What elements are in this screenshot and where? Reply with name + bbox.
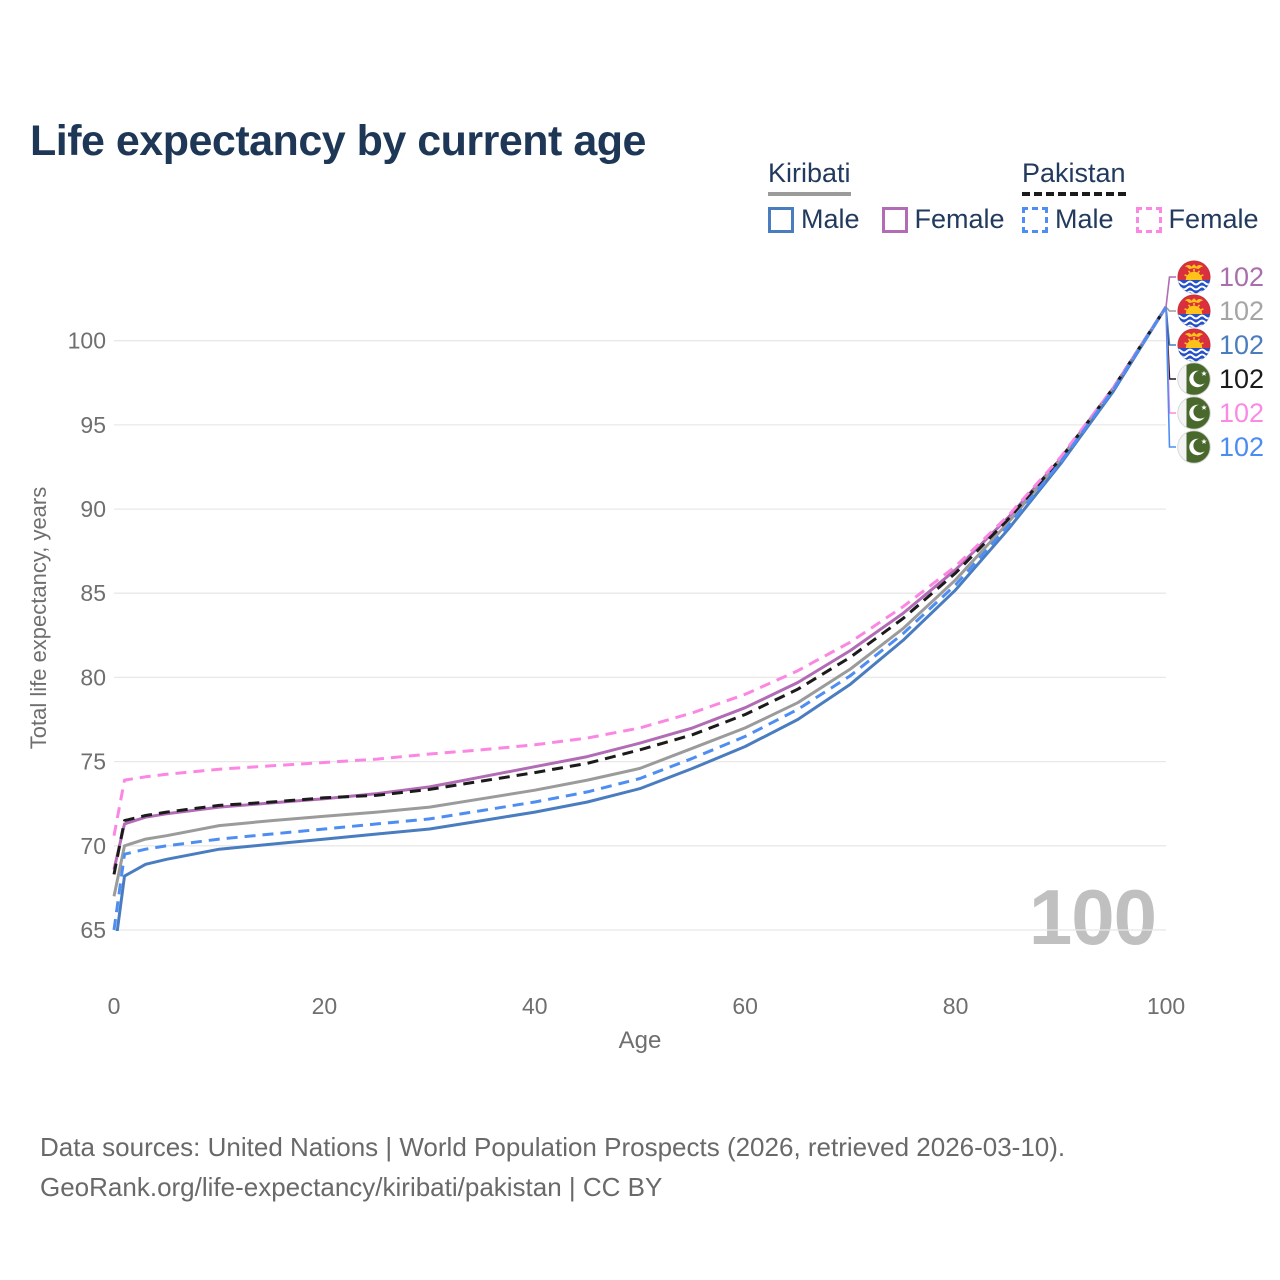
pakistan-flag-icon — [1177, 430, 1211, 464]
hover-age-watermark: 100 — [1028, 873, 1157, 961]
end-label-row-pakistan-both: 102 — [1177, 362, 1264, 396]
chart-title: Life expectancy by current age — [30, 116, 646, 165]
end-label-row-pakistan-female: 102 — [1177, 396, 1264, 430]
series-line-kiribati-female[interactable] — [112, 306, 1168, 870]
legend-label-pakistan-male: Male — [1055, 204, 1114, 234]
x-tick-label-60: 60 — [732, 993, 758, 1019]
y-tick-label-80: 80 — [80, 664, 106, 690]
legend-label-kiribati-female: Female — [914, 204, 1005, 234]
end-label-row-kiribati-male: 102 — [1177, 328, 1264, 362]
y-tick-label-75: 75 — [80, 749, 106, 775]
legend-label-pakistan-female: Female — [1168, 204, 1259, 234]
series-lines — [112, 306, 1168, 955]
end-label-row-kiribati-female: 102 — [1177, 260, 1264, 294]
x-tick-label-20: 20 — [312, 993, 338, 1019]
legend-item-pakistan-male[interactable]: Male — [1022, 204, 1114, 235]
kiribati-flag-icon — [1177, 294, 1211, 328]
x-tick-label-100: 100 — [1147, 993, 1185, 1019]
end-value-label-kiribati-female: 102 — [1219, 261, 1265, 292]
y-tick-label-90: 90 — [80, 496, 106, 522]
pakistan-flag-icon — [1177, 362, 1211, 396]
legend-group-kiribati: Kiribati Male Female — [768, 158, 1005, 235]
legend-label-kiribati-male: Male — [801, 204, 860, 234]
y-tick-label-95: 95 — [80, 412, 106, 438]
legend-country-kiribati[interactable]: Kiribati — [768, 158, 851, 196]
x-tick-label-0: 0 — [108, 993, 121, 1019]
y-tick-label-100: 100 — [68, 328, 106, 354]
end-label-row-kiribati-both: 102 — [1177, 294, 1264, 328]
pakistan-male-swatch-icon — [1022, 206, 1048, 233]
connector-pakistan-male — [1165, 306, 1176, 448]
end-label-row-pakistan-male: 102 — [1177, 430, 1264, 464]
legend-item-kiribati-male[interactable]: Male — [768, 204, 860, 235]
y-tick-label-85: 85 — [80, 580, 106, 606]
end-value-label-kiribati-both: 102 — [1219, 295, 1265, 326]
y-axis-title: Total life expectancy, years — [26, 487, 51, 750]
y-tick-label-70: 70 — [80, 833, 106, 859]
kiribati-flag-icon — [1177, 328, 1211, 362]
x-tick-label-40: 40 — [522, 993, 548, 1019]
legend-item-pakistan-female[interactable]: Female — [1135, 204, 1259, 235]
pakistan-female-swatch-icon — [1135, 206, 1162, 233]
end-value-label-kiribati-male: 102 — [1219, 329, 1265, 360]
x-axis-ticks: 0 20 40 60 80 100 — [108, 993, 1186, 1019]
legend-items-kiribati: Male Female — [768, 204, 1005, 235]
attribution-text: GeoRank.org/life-expectancy/kiribati/pak… — [40, 1172, 663, 1202]
data-sources-text: Data sources: United Nations | World Pop… — [40, 1132, 1066, 1162]
end-value-label-pakistan-female: 102 — [1219, 397, 1265, 428]
x-axis-title: Age — [619, 1027, 662, 1054]
connector-kiribati-both — [1165, 306, 1176, 312]
series-line-pakistan-male[interactable] — [112, 306, 1168, 931]
y-tick-label-65: 65 — [80, 917, 106, 943]
legend-country-pakistan[interactable]: Pakistan — [1022, 158, 1126, 196]
series-line-kiribati-male[interactable] — [114, 306, 1168, 955]
series-line-pakistan-female[interactable] — [112, 306, 1168, 836]
legend-items-pakistan: Male Female — [1022, 204, 1259, 235]
kiribati-flag-icon — [1177, 260, 1211, 294]
connector-kiribati-female — [1165, 276, 1176, 308]
end-value-label-pakistan-male: 102 — [1219, 431, 1265, 462]
end-label-connectors — [1165, 276, 1176, 448]
kiribati-female-swatch-icon — [881, 206, 908, 233]
series-line-pakistan-both[interactable] — [112, 306, 1168, 875]
y-axis-ticks: 65 70 75 80 85 90 95 100 — [68, 328, 106, 943]
x-tick-label-80: 80 — [943, 993, 969, 1019]
legend-group-pakistan: Pakistan Male Female — [1022, 158, 1259, 235]
pakistan-flag-icon — [1177, 396, 1211, 430]
y-gridlines — [114, 340, 1166, 931]
series-line-kiribati-both[interactable] — [112, 306, 1168, 897]
end-value-label-pakistan-both: 102 — [1219, 363, 1265, 394]
legend-item-kiribati-female[interactable]: Female — [881, 204, 1005, 235]
kiribati-male-swatch-icon — [768, 206, 794, 233]
